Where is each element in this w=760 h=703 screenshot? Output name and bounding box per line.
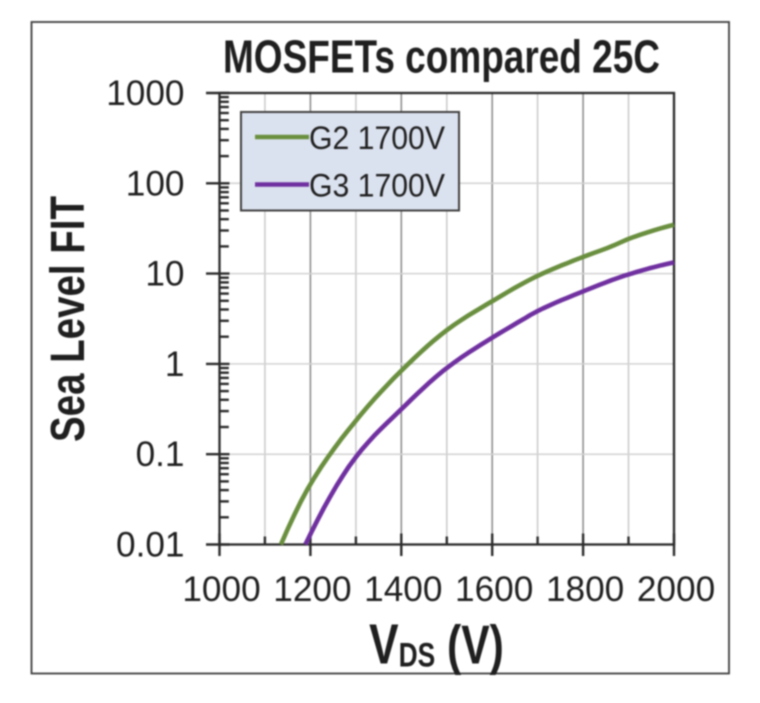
svg-text:1400: 1400 [364, 570, 442, 609]
svg-text:G3 1700V: G3 1700V [309, 167, 446, 203]
svg-text:0.01: 0.01 [116, 526, 185, 565]
svg-text:0.1: 0.1 [136, 435, 185, 474]
svg-text:10: 10 [145, 255, 184, 294]
svg-text:1: 1 [165, 345, 185, 384]
svg-text:G2 1700V: G2 1700V [309, 120, 446, 156]
svg-text:1000: 1000 [182, 570, 260, 609]
svg-text:MOSFETs compared 25C: MOSFETs compared 25C [223, 31, 660, 83]
svg-text:1600: 1600 [455, 570, 533, 609]
svg-text:VDS (V): VDS (V) [369, 612, 504, 676]
svg-text:100: 100 [126, 164, 185, 203]
svg-text:1000: 1000 [106, 74, 184, 113]
svg-text:2000: 2000 [637, 570, 715, 609]
svg-text:Sea Level FIT: Sea Level FIT [42, 196, 95, 442]
svg-text:1800: 1800 [546, 570, 624, 609]
svg-text:1200: 1200 [273, 570, 351, 609]
